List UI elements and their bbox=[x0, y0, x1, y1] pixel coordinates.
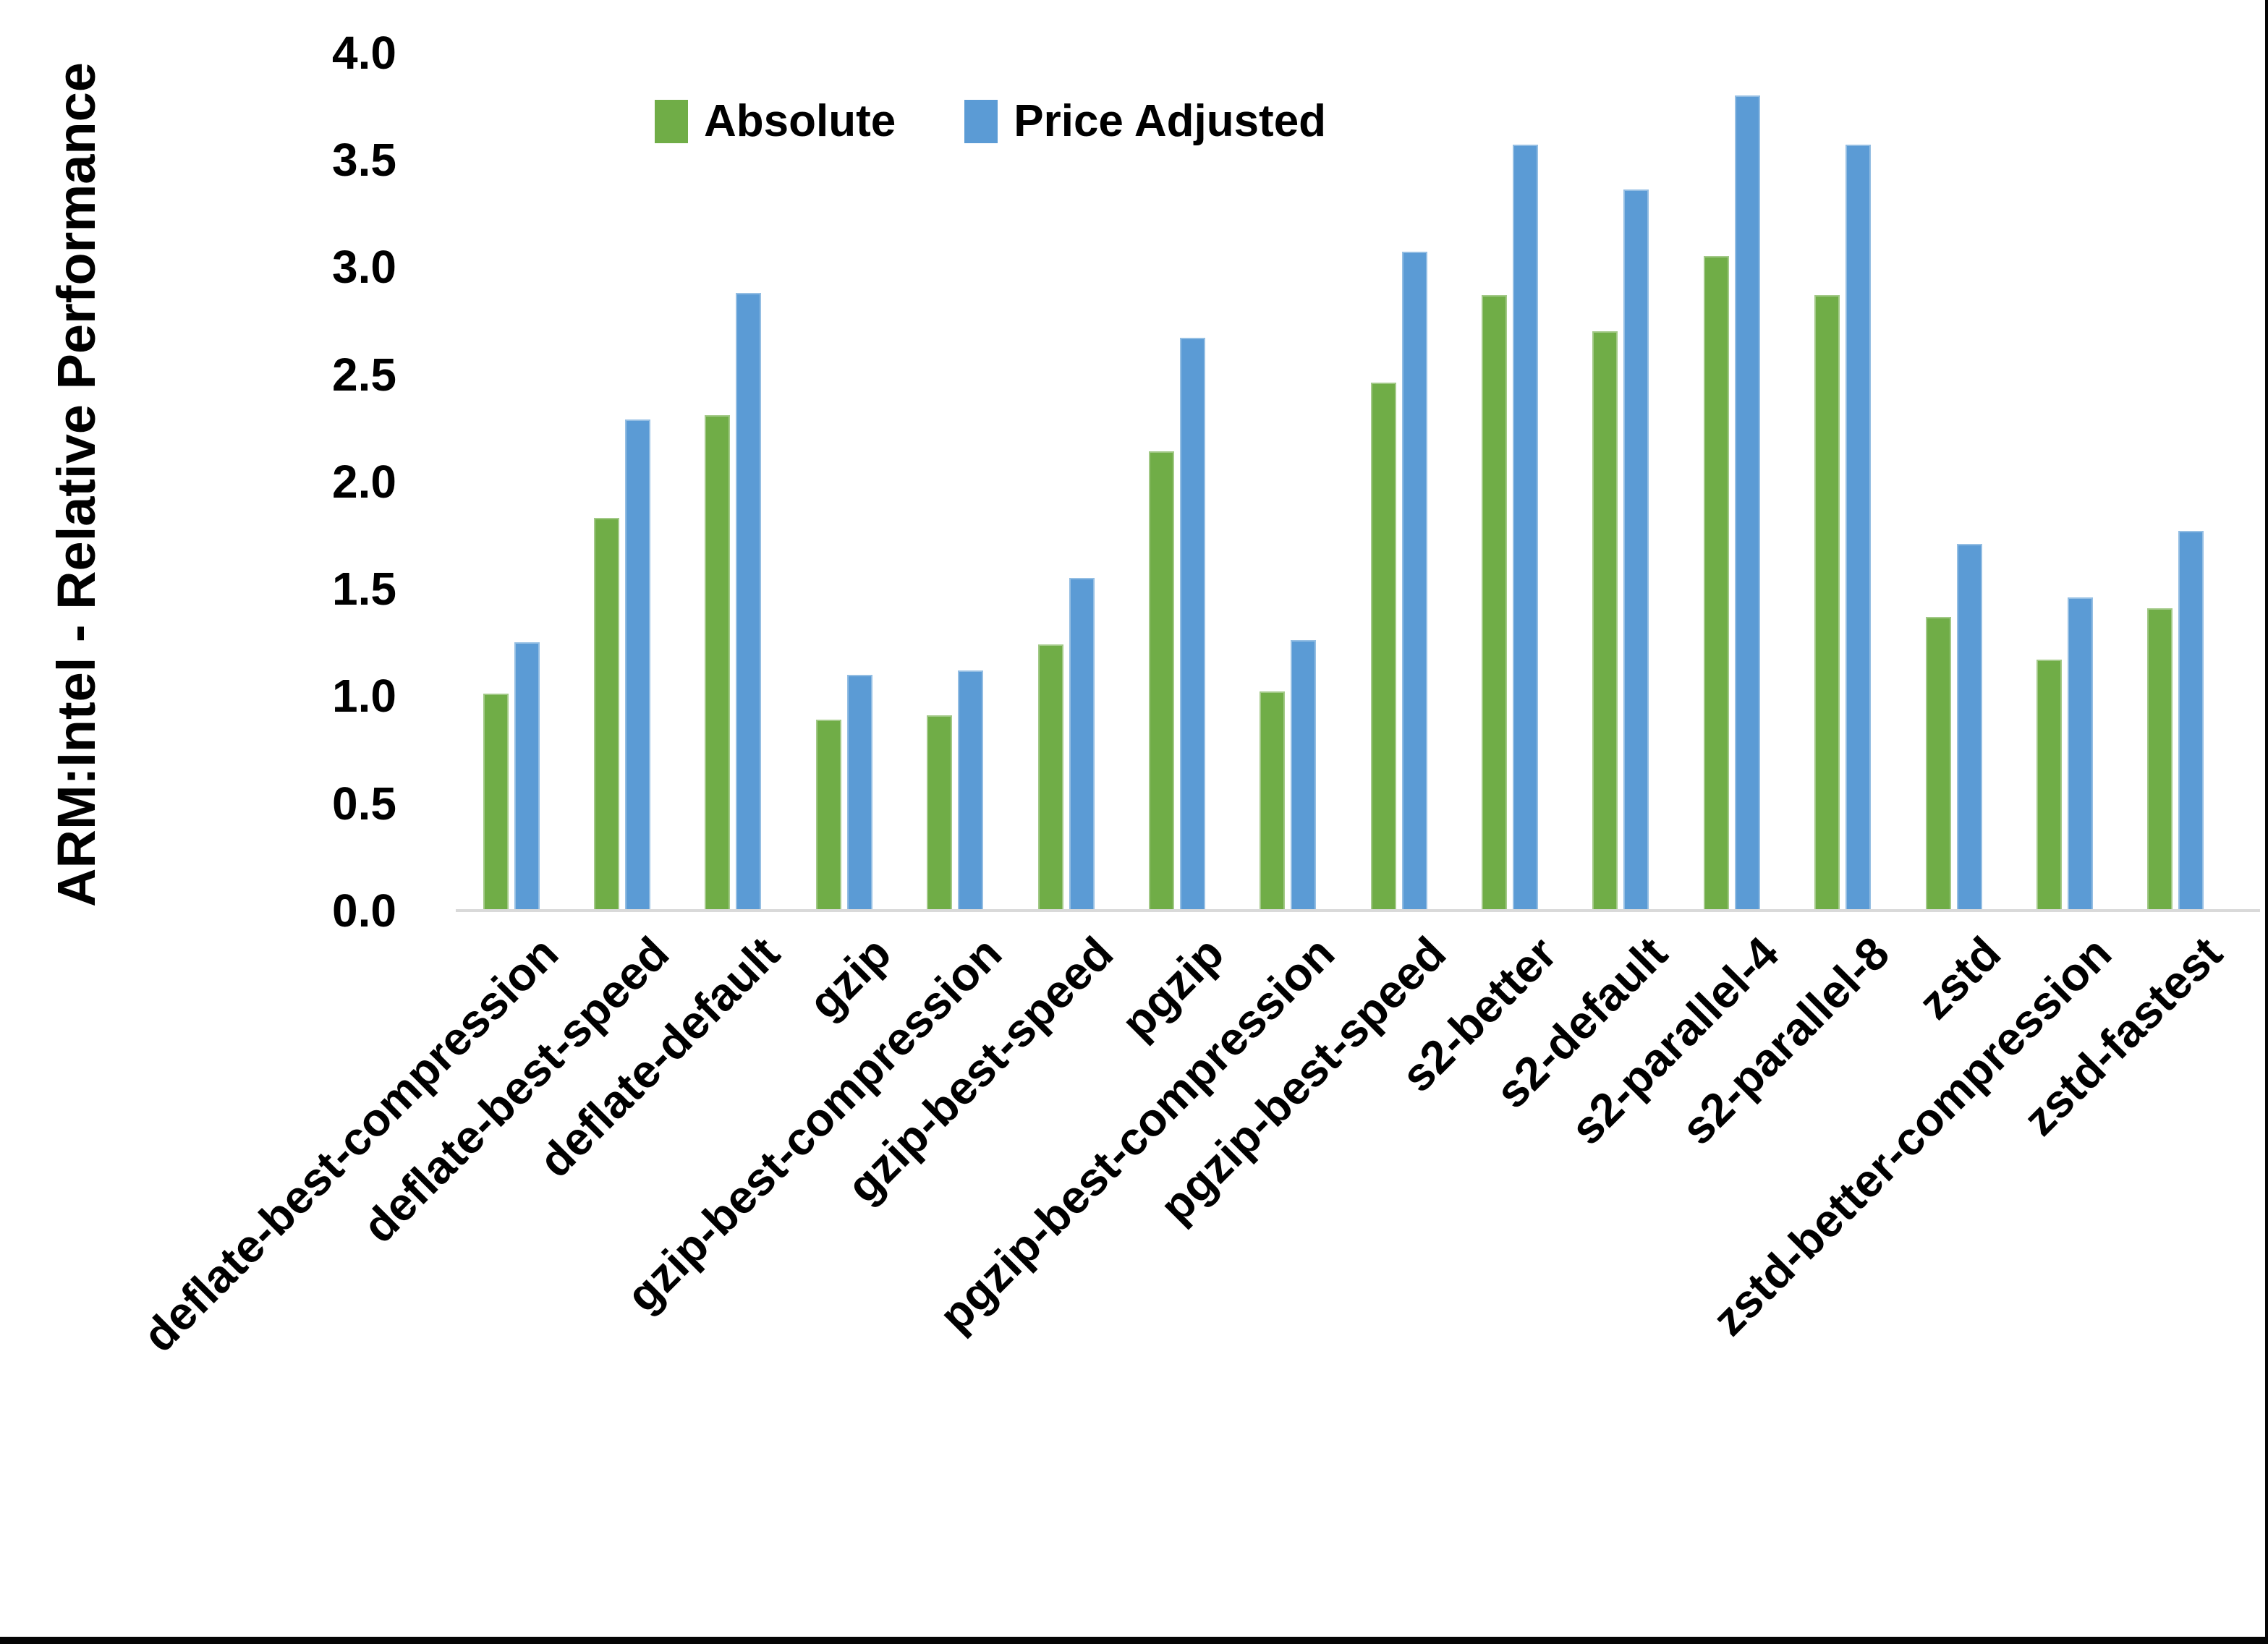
bar-absolute-deflate-best-speed bbox=[594, 518, 620, 911]
bar-price-adjusted-s2-parallel-4 bbox=[1734, 95, 1760, 911]
bar-price-adjusted-pgzip-best-compression bbox=[1291, 640, 1317, 911]
y-tick-label-2.5: 2.5 bbox=[332, 348, 396, 401]
bar-absolute-pgzip-best-compression bbox=[1260, 691, 1286, 911]
legend-label-price-adjusted: Price Adjusted bbox=[1014, 96, 1327, 146]
x-category-label-gzip: gzip bbox=[798, 927, 901, 1029]
category-group-gzip-best-compression bbox=[900, 52, 1011, 911]
category-group-zstd-better-compression bbox=[2009, 52, 2120, 911]
category-group-pgzip bbox=[1121, 52, 1232, 911]
category-group-deflate-default bbox=[678, 52, 789, 911]
bar-absolute-zstd bbox=[1925, 617, 1951, 911]
bar-price-adjusted-gzip bbox=[846, 675, 872, 911]
y-tick-label-1.5: 1.5 bbox=[332, 563, 396, 616]
category-group-gzip bbox=[789, 52, 899, 911]
category-group-s2-parallel-8 bbox=[1788, 52, 1898, 911]
bar-absolute-zstd-fastest bbox=[2147, 608, 2173, 911]
y-tick-label-4.0: 4.0 bbox=[332, 26, 396, 79]
bar-price-adjusted-gzip-best-speed bbox=[1069, 578, 1095, 911]
category-group-zstd bbox=[1898, 52, 2009, 911]
bar-absolute-gzip-best-compression bbox=[927, 715, 953, 911]
x-category-label-zstd: zstd bbox=[1908, 927, 2011, 1029]
bar-price-adjusted-s2-better bbox=[1513, 145, 1539, 911]
bar-price-adjusted-pgzip-best-speed bbox=[1401, 252, 1427, 911]
bar-price-adjusted-s2-parallel-8 bbox=[1846, 145, 1872, 911]
category-group-zstd-fastest bbox=[2120, 52, 2231, 911]
y-tick-label-2.0: 2.0 bbox=[332, 455, 396, 508]
category-group-gzip-best-speed bbox=[1011, 52, 1121, 911]
y-tick-label-3.0: 3.0 bbox=[332, 241, 396, 294]
y-tick-label-1.0: 1.0 bbox=[332, 670, 396, 723]
bar-absolute-gzip-best-speed bbox=[1037, 644, 1063, 911]
bar-absolute-pgzip-best-speed bbox=[1370, 383, 1396, 911]
bar-price-adjusted-deflate-best-speed bbox=[625, 419, 651, 911]
y-axis-title-text: ARM:Intel - Relative Performance bbox=[46, 62, 106, 907]
bar-price-adjusted-zstd-better-compression bbox=[2067, 597, 2093, 911]
x-category-label-deflate-best-compression: deflate-best-compression bbox=[132, 927, 569, 1362]
category-group-s2-default bbox=[1566, 52, 1676, 911]
bar-absolute-gzip bbox=[815, 720, 841, 911]
legend: Absolute Price Adjusted bbox=[655, 95, 1326, 147]
bar-absolute-deflate-default bbox=[705, 415, 731, 911]
legend-swatch-price-adjusted bbox=[964, 99, 998, 143]
bar-price-adjusted-pgzip bbox=[1179, 338, 1205, 911]
bar-absolute-s2-parallel-8 bbox=[1814, 295, 1840, 911]
y-tick-label-0.0: 0.0 bbox=[332, 885, 396, 937]
legend-label-absolute: Absolute bbox=[704, 96, 896, 146]
y-tick-label-3.5: 3.5 bbox=[332, 133, 396, 186]
legend-swatch-absolute bbox=[655, 99, 688, 143]
category-group-pgzip-best-speed bbox=[1343, 52, 1454, 911]
category-group-s2-parallel-4 bbox=[1676, 52, 1787, 911]
bar-price-adjusted-deflate-best-compression bbox=[514, 642, 540, 911]
bar-absolute-deflate-best-compression bbox=[483, 694, 509, 911]
bar-absolute-zstd-better-compression bbox=[2036, 660, 2062, 911]
y-tick-label-0.5: 0.5 bbox=[332, 777, 396, 830]
bar-price-adjusted-zstd bbox=[1956, 544, 1982, 911]
category-group-deflate-best-speed bbox=[566, 52, 677, 911]
bar-absolute-s2-parallel-4 bbox=[1703, 256, 1729, 911]
category-group-deflate-best-compression bbox=[456, 52, 566, 911]
bar-price-adjusted-deflate-default bbox=[736, 293, 762, 911]
plot-area bbox=[456, 52, 2231, 911]
x-axis-line bbox=[456, 909, 2260, 912]
bar-absolute-s2-better bbox=[1482, 295, 1508, 911]
bar-price-adjusted-zstd-fastest bbox=[2178, 531, 2204, 911]
bar-absolute-s2-default bbox=[1592, 331, 1618, 911]
bar-price-adjusted-gzip-best-compression bbox=[958, 670, 984, 911]
category-group-pgzip-best-compression bbox=[1233, 52, 1343, 911]
category-group-s2-better bbox=[1454, 52, 1565, 911]
bar-price-adjusted-s2-default bbox=[1623, 189, 1649, 911]
bar-absolute-pgzip bbox=[1148, 451, 1174, 911]
